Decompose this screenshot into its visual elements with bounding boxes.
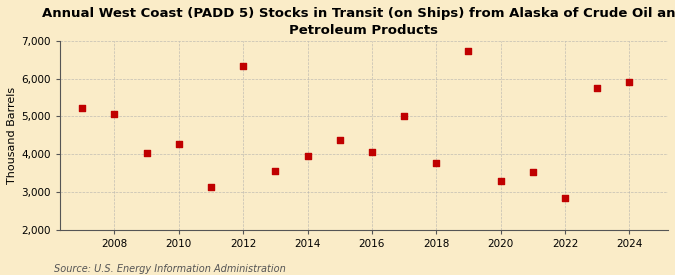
Point (463, 49, 474, 54)
Point (173, 141, 184, 146)
Point (238, 64, 248, 68)
Point (399, 114, 410, 118)
Point (141, 151, 152, 155)
Point (302, 153, 313, 158)
Point (624, 79, 634, 84)
Point (495, 179, 506, 183)
Point (592, 86, 603, 90)
Point (560, 196, 570, 200)
Point (367, 150, 377, 155)
Point (527, 170, 538, 174)
Point (270, 169, 281, 173)
Point (77, 106, 88, 110)
Point (334, 138, 345, 142)
Text: Source: U.S. Energy Information Administration: Source: U.S. Energy Information Administ… (54, 264, 286, 274)
Point (109, 112, 119, 116)
Y-axis label: Thousand Barrels: Thousand Barrels (7, 87, 17, 184)
Point (431, 160, 441, 165)
Point (206, 185, 217, 190)
Title: Annual West Coast (PADD 5) Stocks in Transit (on Ships) from Alaska of Crude Oil: Annual West Coast (PADD 5) Stocks in Tra… (43, 7, 675, 37)
